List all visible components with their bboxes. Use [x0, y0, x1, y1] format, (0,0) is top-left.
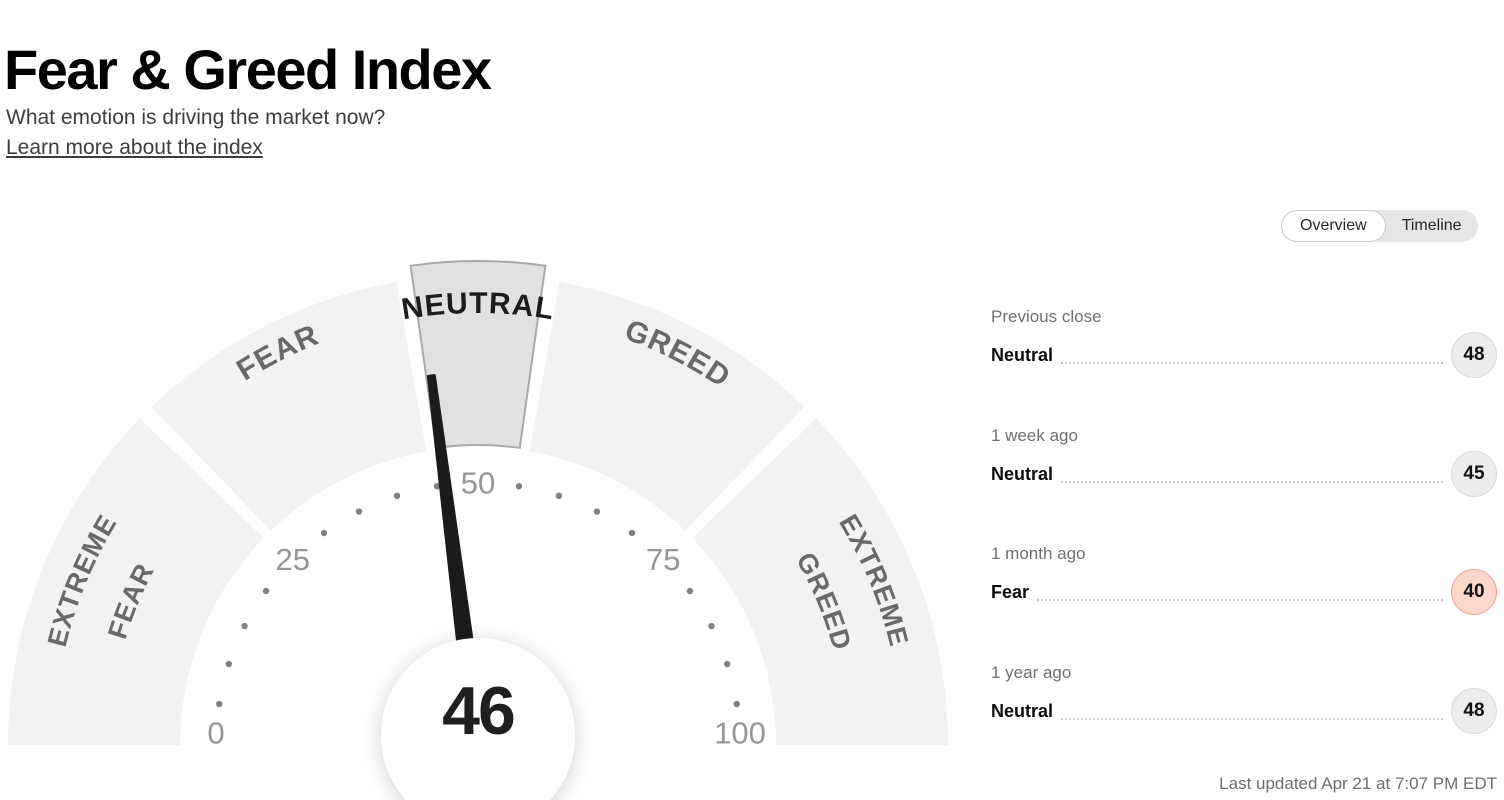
gauge-band-greed — [529, 282, 805, 531]
gauge-axis-number: 0 — [207, 716, 224, 751]
gauge-tick-dot — [515, 483, 523, 490]
history-period-label: 1 week ago — [991, 426, 1078, 445]
gauge-tick-dot — [216, 700, 223, 708]
page-title: Fear & Greed Index — [4, 37, 492, 101]
gauge-tick-dot — [723, 660, 731, 668]
gauge-band-neutral — [409, 260, 547, 450]
dotted-leader — [1061, 361, 1443, 364]
page-subtitle: What emotion is driving the market now? — [6, 106, 386, 129]
history-period-label: Previous close — [991, 307, 1102, 326]
gauge-center-disc — [381, 638, 575, 800]
gauge-tick-dot — [733, 700, 740, 708]
dotted-leader — [1061, 480, 1443, 483]
gauge-axis-number: 75 — [646, 542, 680, 577]
history-row: 1 week ago Neutral 45 — [991, 425, 1497, 497]
learn-more-link[interactable]: Learn more about the index — [6, 136, 263, 159]
gauge-band-extreme-greed — [692, 418, 948, 745]
gauge-tick-dot — [320, 529, 328, 537]
gauge-band-extreme-fear — [8, 418, 264, 745]
view-toggle: Overview Timeline — [1281, 210, 1478, 242]
history-value-badge: 40 — [1451, 569, 1497, 615]
gauge-svg: EXTREMEFEARFEARNEUTRALGREEDEXTREMEGREED0… — [8, 260, 948, 800]
history-row: 1 month ago Fear 40 — [991, 543, 1497, 615]
history-rating: Neutral — [991, 700, 1054, 721]
gauge-band-label: NEUTRAL — [399, 287, 556, 326]
dotted-leader — [1061, 717, 1443, 720]
gauge-tick-dot — [555, 492, 563, 500]
history-period-label: 1 year ago — [991, 663, 1072, 682]
last-updated: Last updated Apr 21 at 7:07 PM EDT — [1219, 774, 1497, 793]
history-period-label: 1 month ago — [991, 544, 1086, 563]
gauge-tick-dot — [593, 508, 601, 515]
gauge-axis-number: 25 — [275, 542, 309, 577]
gauge-axis-number: 100 — [714, 716, 766, 751]
gauge-axis-number: 50 — [461, 466, 495, 501]
tab-timeline[interactable]: Timeline — [1386, 210, 1478, 242]
gauge-tick-dot — [262, 587, 270, 595]
gauge-tick-dot — [686, 587, 694, 595]
history-value-badge: 48 — [1451, 688, 1497, 734]
gauge-tick-dot — [355, 508, 363, 515]
gauge-tick-dot — [628, 529, 636, 537]
history-value-badge: 48 — [1451, 332, 1497, 378]
history-row: Previous close Neutral 48 — [991, 306, 1497, 378]
gauge-tick-dot — [708, 622, 715, 630]
fear-greed-gauge: EXTREME FEAR FEAR NEUTRAL GREED EXTREME GREED 0… — [8, 255, 952, 800]
gauge-tick-dot — [393, 492, 401, 500]
history-rating: Fear — [991, 581, 1030, 602]
tab-overview[interactable]: Overview — [1281, 210, 1386, 242]
dotted-leader — [1037, 598, 1443, 601]
history-value-badge: 45 — [1451, 451, 1497, 497]
gauge-tick-dot — [225, 660, 233, 668]
history-rating: Neutral — [991, 344, 1054, 365]
history-rating: Neutral — [991, 463, 1054, 484]
history-row: 1 year ago Neutral 48 — [991, 662, 1497, 734]
gauge-tick-dot — [241, 622, 248, 630]
gauge-band-fear — [151, 282, 427, 531]
gauge-tick-dot — [433, 483, 441, 490]
gauge-value: 46 — [442, 673, 514, 749]
